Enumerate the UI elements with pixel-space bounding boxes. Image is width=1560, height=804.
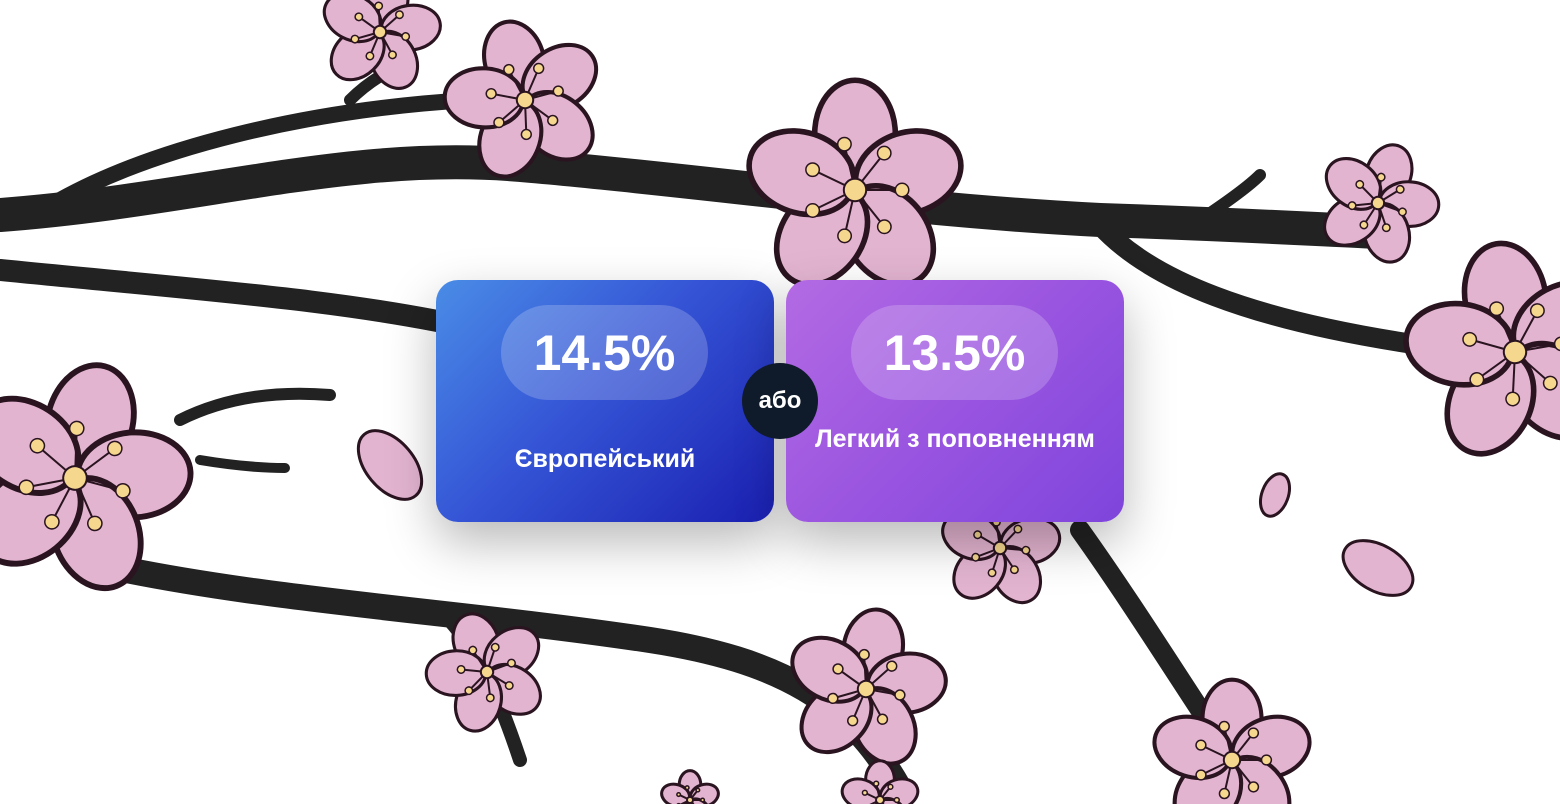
rate-badge: 13.5%	[851, 305, 1058, 400]
deposit-name: Легкий з поповненням	[815, 425, 1095, 453]
blossom-icon	[322, 0, 442, 90]
blossom-icon	[424, 612, 542, 733]
blossom-icon	[0, 362, 194, 592]
blossom-icon	[790, 607, 948, 766]
or-separator: або	[742, 363, 818, 439]
petal-icon	[1258, 472, 1292, 518]
deposit-card-european[interactable]: 14.5% Європейський	[436, 280, 774, 522]
blossom-icon	[1152, 677, 1312, 804]
deposit-card-easy-topup[interactable]: 13.5% Легкий з поповненням	[786, 280, 1124, 522]
blossom-icon	[1403, 240, 1560, 457]
petal-icon	[1341, 539, 1415, 597]
blossom-icon	[1323, 143, 1441, 264]
deposit-name: Європейський	[514, 445, 696, 473]
branches	[0, 54, 1430, 803]
blossom-icon	[660, 769, 720, 804]
petal-icon	[356, 429, 424, 501]
rate-badge: 14.5%	[501, 305, 708, 400]
blossom-icon	[840, 759, 920, 804]
blossom-icon	[746, 77, 964, 288]
blossom-icon	[442, 19, 599, 179]
